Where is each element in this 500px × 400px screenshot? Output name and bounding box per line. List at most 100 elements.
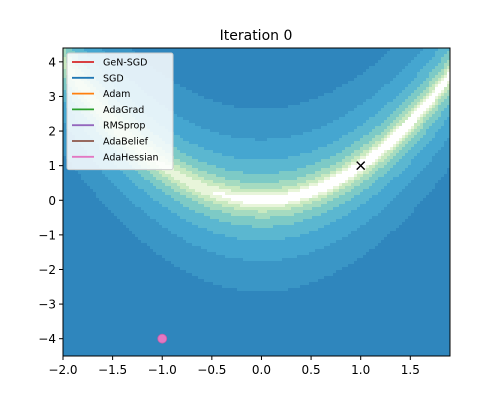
contour-cell [150, 267, 154, 271]
contour-cell [168, 348, 172, 352]
contour-cell [177, 159, 181, 163]
contour-cell [201, 342, 205, 346]
contour-cell [204, 48, 208, 52]
contour-cell [144, 321, 148, 325]
contour-cell [147, 315, 151, 319]
contour-cell [180, 261, 184, 265]
contour-cell [93, 303, 97, 307]
contour-cell [78, 303, 82, 307]
contour-cell [72, 207, 76, 211]
contour-cell [78, 288, 82, 292]
contour-cell [198, 201, 202, 205]
contour-cell [195, 141, 199, 145]
contour-cell [156, 264, 160, 268]
contour-cell [90, 294, 94, 298]
contour-cell [63, 51, 67, 55]
contour-cell [183, 318, 187, 322]
contour-cell [120, 297, 124, 301]
contour-cell [135, 279, 139, 283]
contour-cell [111, 333, 115, 337]
contour-cell [177, 165, 181, 169]
contour-cell [129, 324, 133, 328]
contour-cell [183, 105, 187, 109]
contour-cell [183, 270, 187, 274]
contour-cell [168, 312, 172, 316]
contour-cell [192, 270, 196, 274]
contour-cell [108, 210, 112, 214]
contour-cell [165, 297, 169, 301]
contour-cell [75, 291, 79, 295]
contour-cell [87, 252, 91, 256]
contour-cell [99, 210, 103, 214]
contour-cell [150, 279, 154, 283]
contour-cell [90, 327, 94, 331]
contour-cell [84, 342, 88, 346]
contour-cell [156, 225, 160, 229]
contour-cell [111, 306, 115, 310]
contour-cell [171, 261, 175, 265]
contour-cell [192, 354, 196, 356]
contour-cell [102, 204, 106, 208]
contour-cell [183, 192, 187, 196]
contour-cell [201, 291, 205, 295]
contour-cell [189, 267, 193, 271]
contour-cell [198, 312, 202, 316]
contour-cell [174, 75, 178, 79]
contour-cell [105, 243, 109, 247]
contour-cell [135, 198, 139, 202]
contour-cell [186, 102, 190, 106]
contour-cell [66, 279, 70, 283]
contour-cell [138, 246, 142, 250]
contour-cell [201, 189, 205, 193]
contour-cell [159, 246, 163, 250]
contour-cell [174, 282, 178, 286]
contour-cell [180, 249, 184, 253]
contour-cell [120, 285, 124, 289]
contour-cell [114, 273, 118, 277]
contour-cell [129, 306, 133, 310]
contour-cell [96, 297, 100, 301]
contour-cell [207, 123, 211, 127]
contour-cell [75, 351, 79, 355]
contour-cell [93, 177, 97, 181]
contour-cell [84, 306, 88, 310]
contour-cell [72, 213, 76, 217]
contour-cell [186, 255, 190, 259]
contour-cell [84, 261, 88, 265]
contour-cell [189, 129, 193, 133]
contour-cell [123, 195, 127, 199]
contour-cell [75, 327, 79, 331]
contour-cell [132, 174, 136, 178]
contour-cell [111, 321, 115, 325]
contour-cell [201, 294, 205, 298]
contour-cell [153, 261, 157, 265]
contour-cell [153, 312, 157, 316]
contour-cell [147, 228, 151, 232]
contour-cell [135, 240, 139, 244]
contour-cell [111, 243, 115, 247]
contour-cell [189, 63, 193, 67]
contour-cell [135, 282, 139, 286]
contour-cell [177, 69, 181, 73]
contour-cell [198, 117, 202, 121]
contour-cell [168, 258, 172, 262]
contour-cell [93, 255, 97, 259]
contour-cell [72, 327, 76, 331]
contour-cell [171, 291, 175, 295]
contour-cell [201, 279, 205, 283]
contour-cell [156, 48, 160, 52]
contour-cell [174, 168, 178, 172]
contour-cell [78, 174, 82, 178]
contour-cell [102, 261, 106, 265]
contour-cell [183, 147, 187, 151]
contour-cell [174, 54, 178, 58]
contour-cell [171, 297, 175, 301]
contour-cell [177, 225, 181, 229]
contour-cell [177, 327, 181, 331]
contour-cell [96, 303, 100, 307]
contour-cell [198, 279, 202, 283]
contour-cell [108, 237, 112, 241]
contour-cell [159, 234, 163, 238]
contour-cell [204, 354, 208, 356]
contour-cell [75, 252, 79, 256]
